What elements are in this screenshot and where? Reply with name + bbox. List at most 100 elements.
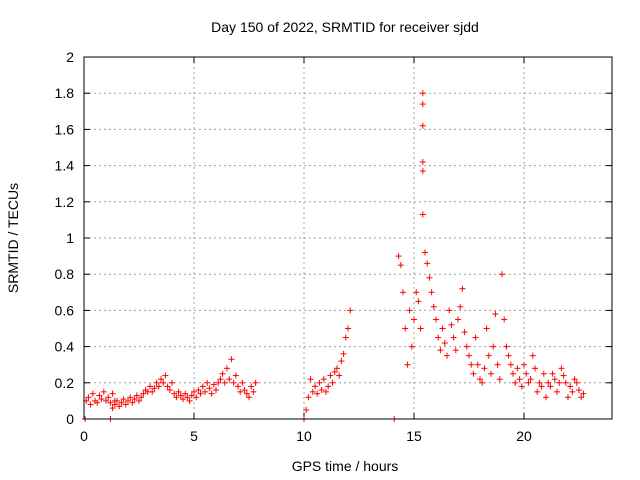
axis-ticks: 00.20.40.60.811.21.41.61.820 5 10 15 20 — [55, 49, 612, 444]
data-point — [481, 365, 488, 372]
data-point — [441, 339, 448, 346]
data-point — [210, 381, 217, 388]
data-point — [331, 368, 338, 375]
data-point — [246, 394, 252, 401]
x-tick-label: 15 — [406, 428, 422, 444]
data-point — [111, 401, 118, 408]
data-point — [228, 356, 235, 363]
data-point — [404, 361, 411, 368]
data-point — [188, 392, 195, 399]
data-point — [312, 383, 318, 390]
data-point — [437, 347, 444, 354]
data-point — [180, 396, 186, 403]
data-point — [340, 350, 347, 357]
data-point — [116, 403, 123, 410]
data-point — [221, 379, 228, 386]
data-point — [250, 388, 257, 395]
data-point — [419, 211, 426, 218]
data-point — [338, 358, 345, 365]
data-point — [413, 289, 420, 296]
data-point — [89, 390, 96, 397]
data-point — [127, 394, 134, 401]
data-point — [125, 397, 131, 404]
data-point — [226, 376, 233, 383]
data-points — [82, 90, 587, 422]
data-point — [532, 365, 538, 372]
data-point — [105, 394, 112, 401]
data-point — [551, 376, 558, 383]
data-point — [336, 372, 343, 379]
data-point — [503, 343, 510, 350]
data-point — [455, 316, 461, 323]
data-point — [499, 271, 505, 278]
data-point — [426, 274, 433, 281]
x-tick-label: 0 — [80, 428, 88, 444]
data-point — [411, 316, 417, 323]
data-point — [213, 387, 219, 394]
data-point — [230, 379, 237, 386]
data-point — [468, 361, 475, 368]
data-point — [120, 396, 127, 403]
data-point — [329, 379, 336, 386]
data-point — [444, 352, 450, 359]
data-point — [314, 390, 321, 397]
data-point — [459, 285, 466, 292]
data-point — [202, 388, 208, 395]
data-point — [419, 158, 426, 165]
data-point — [173, 394, 180, 401]
data-point — [241, 387, 248, 394]
data-point — [193, 394, 200, 401]
data-point — [147, 383, 153, 390]
data-point — [408, 343, 415, 350]
data-point — [208, 390, 215, 397]
data-point — [204, 379, 211, 386]
y-tick-label: 0.4 — [55, 339, 75, 355]
data-point — [536, 379, 543, 386]
data-point — [195, 387, 202, 394]
data-point — [523, 370, 530, 377]
data-point — [525, 379, 532, 386]
data-point — [206, 385, 213, 392]
data-point — [512, 379, 519, 386]
data-point — [103, 397, 109, 404]
data-point — [538, 383, 545, 390]
data-point — [472, 334, 479, 341]
x-tick-label: 20 — [516, 428, 532, 444]
data-point — [182, 390, 189, 397]
data-point — [131, 396, 138, 403]
data-point — [175, 388, 182, 395]
data-point — [516, 376, 523, 383]
data-point — [164, 383, 171, 390]
data-point — [237, 388, 244, 395]
data-point — [518, 383, 525, 390]
data-point — [118, 399, 125, 406]
data-point — [191, 388, 197, 395]
data-point — [527, 376, 534, 383]
data-point — [433, 316, 439, 323]
data-point — [580, 390, 587, 397]
data-point — [303, 406, 310, 413]
data-point — [479, 379, 486, 386]
plot-frame — [83, 56, 613, 420]
data-point — [448, 321, 455, 328]
data-point — [452, 347, 459, 354]
y-axis-label: SRMTID / TECUs — [5, 183, 21, 293]
y-tick-label: 1.8 — [55, 85, 75, 101]
data-point — [114, 397, 120, 404]
data-point — [122, 401, 129, 408]
data-point — [85, 394, 92, 401]
data-point — [155, 383, 162, 390]
data-point — [87, 401, 94, 408]
data-point — [439, 325, 446, 332]
data-point — [547, 383, 554, 390]
data-point — [576, 387, 582, 394]
data-point — [562, 379, 569, 386]
data-point — [162, 372, 169, 379]
grid-lines — [84, 57, 612, 419]
chart-title: Day 150 of 2022, SRMTID for receiver sjd… — [211, 19, 479, 35]
data-point — [395, 253, 402, 260]
data-point — [232, 372, 239, 379]
data-point — [158, 376, 164, 383]
data-point — [492, 311, 499, 318]
